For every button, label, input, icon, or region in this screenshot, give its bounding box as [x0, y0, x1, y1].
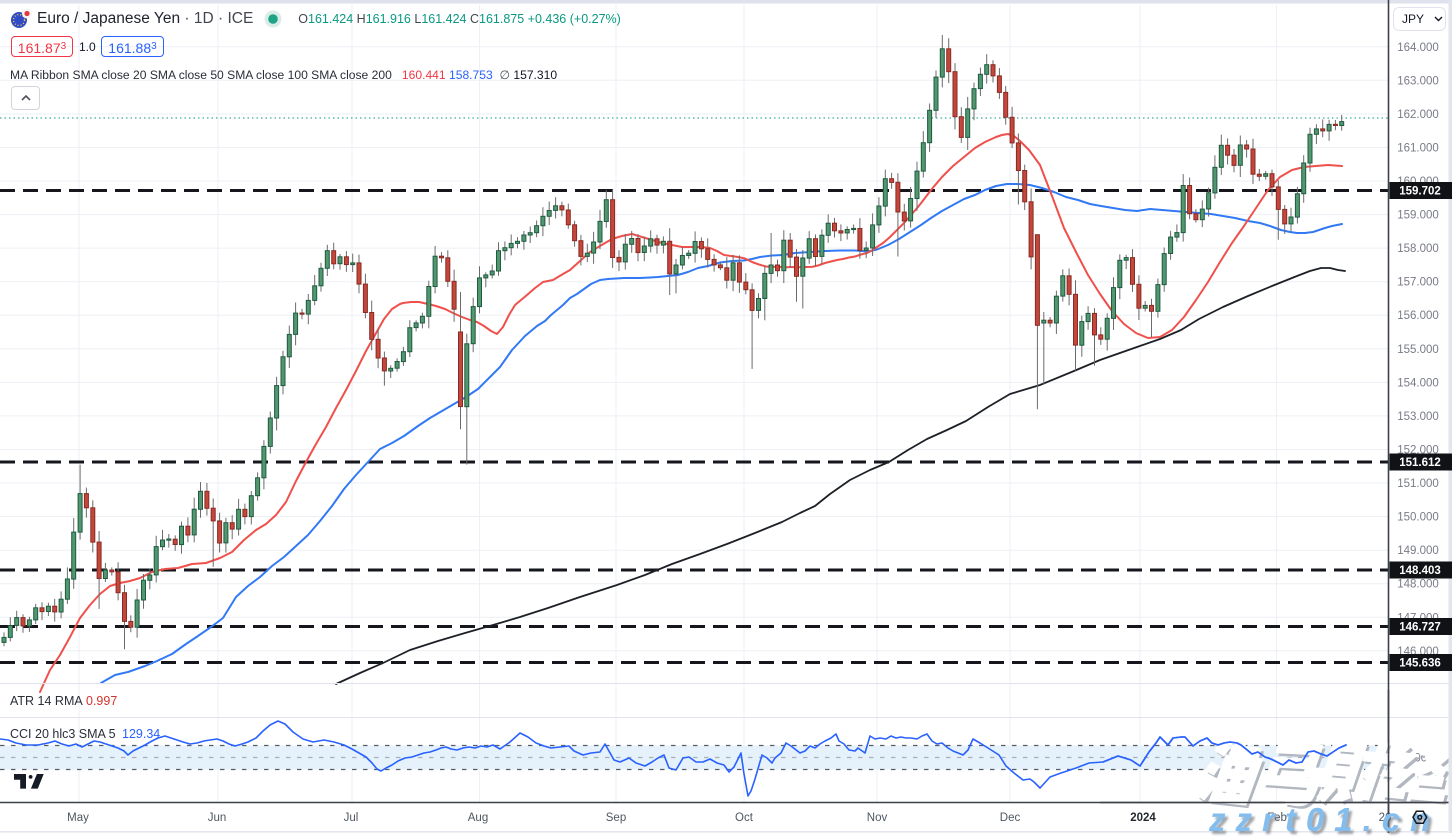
- svg-text:153.000: 153.000: [1397, 411, 1439, 423]
- svg-text:162.000: 162.000: [1397, 109, 1439, 121]
- svg-text:0.997: 0.997: [86, 694, 117, 708]
- svg-text:158.000: 158.000: [1397, 243, 1439, 255]
- svg-text:164.000: 164.000: [1397, 42, 1439, 54]
- svg-text:145.636: 145.636: [1399, 658, 1441, 670]
- svg-text:Nov: Nov: [867, 812, 888, 824]
- svg-text:151.000: 151.000: [1397, 478, 1439, 490]
- svg-text:159.000: 159.000: [1397, 210, 1439, 222]
- svg-text:2024: 2024: [1130, 812, 1156, 824]
- svg-text:Sep: Sep: [606, 812, 626, 824]
- svg-text:148.403: 148.403: [1399, 565, 1441, 577]
- svg-text:157.000: 157.000: [1397, 277, 1439, 289]
- svg-text:150.000: 150.000: [1397, 512, 1439, 524]
- svg-text:Dec: Dec: [1000, 812, 1021, 824]
- svg-text:151.612: 151.612: [1399, 457, 1441, 469]
- svg-text:Jun: Jun: [208, 812, 227, 824]
- svg-text:CCI 20 hlc3 SMA 5: CCI 20 hlc3 SMA 5: [10, 727, 116, 741]
- svg-text:161.000: 161.000: [1397, 142, 1439, 154]
- svg-text:149.000: 149.000: [1397, 545, 1439, 557]
- svg-text:159.702: 159.702: [1399, 186, 1441, 198]
- svg-text:Jul: Jul: [344, 812, 359, 824]
- svg-text:155.000: 155.000: [1397, 344, 1439, 356]
- svg-text:Oct: Oct: [735, 812, 754, 824]
- svg-text:163.000: 163.000: [1397, 75, 1439, 87]
- svg-text:May: May: [67, 812, 89, 824]
- svg-text:154.000: 154.000: [1397, 377, 1439, 389]
- svg-text:Aug: Aug: [468, 812, 488, 824]
- svg-text:146.727: 146.727: [1399, 622, 1441, 634]
- svg-text:148.000: 148.000: [1397, 579, 1439, 591]
- svg-text:ATR 14 RMA: ATR 14 RMA: [10, 694, 83, 708]
- svg-text:156.000: 156.000: [1397, 310, 1439, 322]
